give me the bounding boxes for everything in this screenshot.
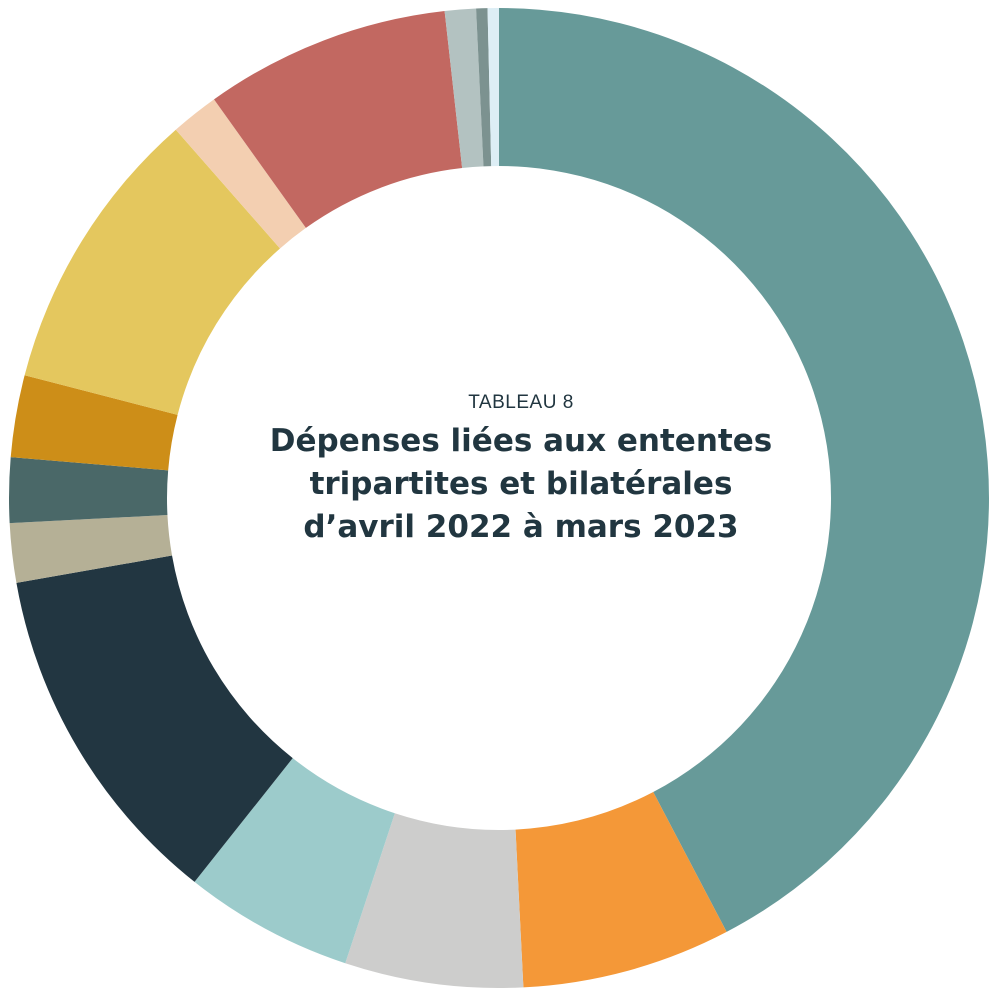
donut-slice-1	[499, 8, 989, 932]
donut-slice-14	[487, 8, 499, 167]
table-number: TABLEAU 8	[468, 392, 574, 413]
donut-slice-10	[175, 99, 306, 249]
chart-center-label: TABLEAU 8 Dépenses liées aux ententes tr…	[250, 392, 792, 549]
donut-slice-8	[10, 375, 178, 471]
donut-slice-4	[194, 758, 395, 964]
donut-slice-3	[345, 813, 524, 989]
donut-slice-2	[515, 792, 727, 988]
donut-slice-13	[476, 8, 492, 167]
donut-slice-5	[16, 555, 293, 882]
donut-slice-11	[214, 11, 463, 228]
donut-slice-12	[444, 8, 484, 169]
donut-slice-9	[24, 129, 281, 415]
chart-title: Dépenses liées aux ententes tripartites …	[269, 423, 773, 545]
donut-slice-7	[9, 457, 169, 524]
donut-slice-6	[9, 515, 173, 583]
